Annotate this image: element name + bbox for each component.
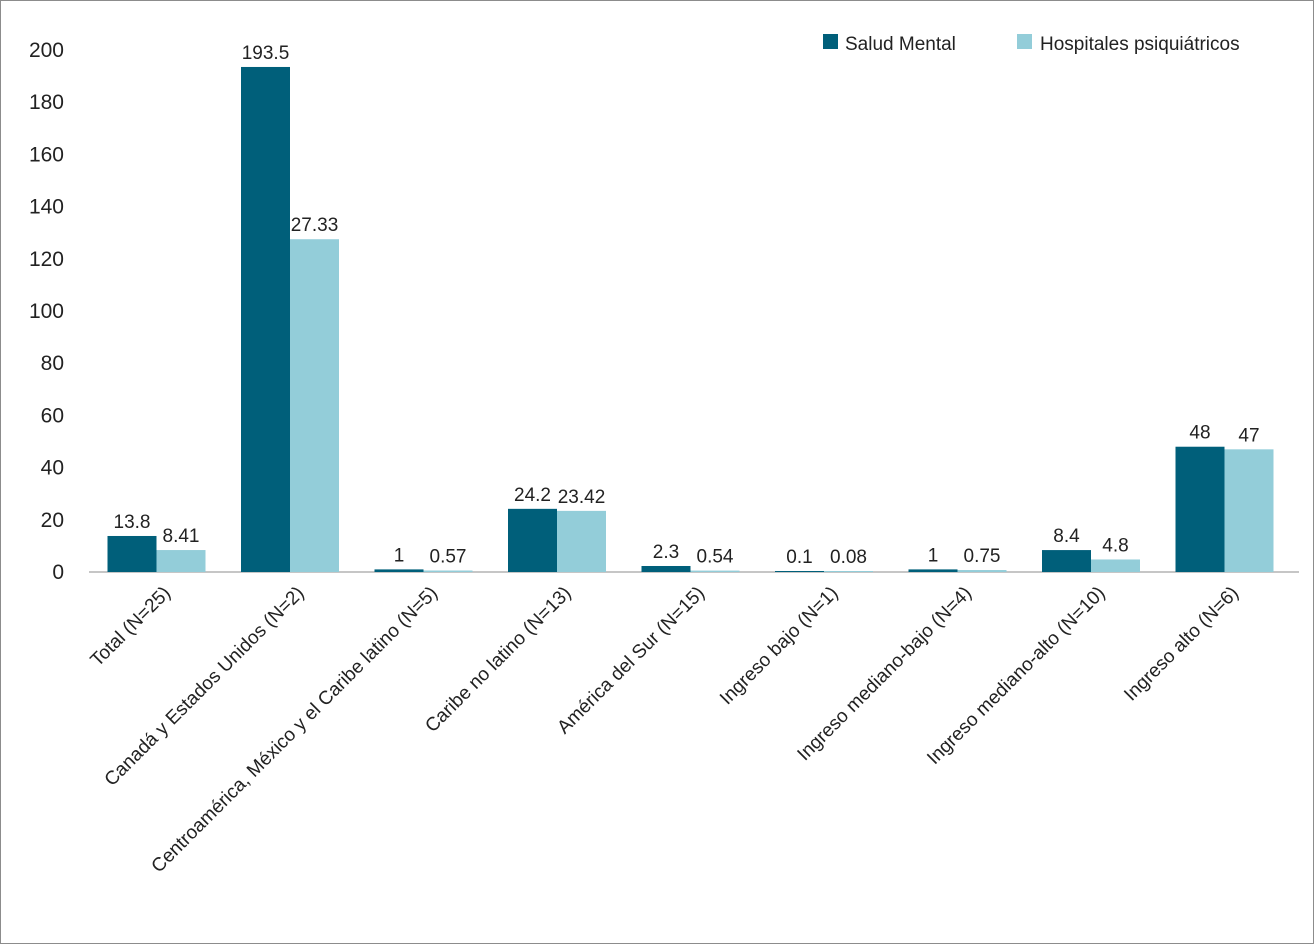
y-tick-label: 100 bbox=[29, 300, 64, 323]
data-label-hospitales-4: 0.54 bbox=[697, 547, 734, 568]
y-tick-label: 160 bbox=[29, 143, 64, 166]
y-tick-label: 120 bbox=[29, 248, 64, 271]
bar-hospitales-8 bbox=[1225, 449, 1274, 572]
category-label: Ingreso bajo (N=1) bbox=[716, 583, 843, 710]
legend: Salud Mental Hospitales psiquiátricos bbox=[823, 34, 1240, 55]
data-label-salud-mental-4: 2.3 bbox=[653, 542, 679, 563]
bar-hospitales-5 bbox=[824, 571, 873, 572]
category-label: Caribe no latino (N=13) bbox=[421, 583, 575, 737]
bar-hospitales-7 bbox=[1091, 559, 1140, 572]
data-label-hospitales-7: 4.8 bbox=[1102, 535, 1128, 556]
y-tick-label: 0 bbox=[52, 561, 64, 584]
category-label: Centroamérica, México y el Caribe latino… bbox=[148, 583, 442, 877]
bars bbox=[108, 67, 1274, 572]
data-label-salud-mental-6: 1 bbox=[928, 545, 939, 566]
data-label-hospitales-8: 47 bbox=[1238, 425, 1259, 446]
bar-salud-mental-3 bbox=[508, 509, 557, 572]
bar-salud-mental-2 bbox=[375, 569, 424, 572]
data-label-salud-mental-5: 0.1 bbox=[786, 547, 812, 568]
legend-swatch-salud-mental bbox=[823, 34, 838, 49]
data-label-hospitales-0: 8.41 bbox=[163, 526, 200, 547]
y-tick-label: 60 bbox=[41, 404, 64, 427]
bar-salud-mental-8 bbox=[1176, 447, 1225, 572]
bar-hospitales-0 bbox=[157, 550, 206, 572]
bar-salud-mental-7 bbox=[1042, 550, 1091, 572]
y-axis: 0 20 40 60 80 100 120 140 160 180 200 bbox=[29, 39, 64, 584]
category-label: Total (N=25) bbox=[87, 583, 175, 671]
bar-hospitales-2 bbox=[424, 571, 473, 572]
data-label-hospitales-1: 27.33 bbox=[291, 215, 339, 236]
category-labels: Total (N=25)Canadá y Estados Unidos (N=2… bbox=[87, 583, 1243, 877]
data-label-hospitales-3: 23.42 bbox=[558, 487, 606, 508]
legend-swatch-hospitales bbox=[1017, 34, 1032, 49]
category-label: América del Sur (N=15) bbox=[553, 583, 709, 739]
data-label-salud-mental-3: 24.2 bbox=[514, 485, 551, 506]
data-label-salud-mental-0: 13.8 bbox=[114, 512, 151, 533]
bar-salud-mental-1 bbox=[241, 67, 290, 572]
legend-label-hospitales: Hospitales psiquiátricos bbox=[1040, 34, 1240, 55]
bar-salud-mental-6 bbox=[909, 569, 958, 572]
data-label-salud-mental-2: 1 bbox=[394, 545, 405, 566]
y-tick-label: 80 bbox=[41, 352, 64, 375]
bar-salud-mental-4 bbox=[642, 566, 691, 572]
bar-hospitales-1 bbox=[290, 239, 339, 572]
bar-salud-mental-0 bbox=[108, 536, 157, 572]
y-tick-label: 140 bbox=[29, 196, 64, 219]
data-label-hospitales-6: 0.75 bbox=[964, 546, 1001, 567]
legend-label-salud-mental: Salud Mental bbox=[845, 34, 956, 55]
data-label-hospitales-5: 0.08 bbox=[830, 547, 867, 568]
data-label-salud-mental-7: 8.4 bbox=[1053, 526, 1080, 547]
data-label-salud-mental-8: 48 bbox=[1189, 423, 1210, 444]
bar-salud-mental-5 bbox=[775, 571, 824, 572]
y-tick-label: 40 bbox=[41, 457, 64, 480]
bar-hospitales-4 bbox=[691, 571, 740, 572]
data-label-salud-mental-1: 193.5 bbox=[242, 43, 290, 64]
y-tick-label: 180 bbox=[29, 91, 64, 114]
bar-hospitales-3 bbox=[557, 511, 606, 572]
bar-hospitales-6 bbox=[958, 570, 1007, 572]
y-tick-label: 20 bbox=[41, 509, 64, 532]
data-label-hospitales-2: 0.57 bbox=[430, 547, 467, 568]
y-tick-label: 200 bbox=[29, 39, 64, 62]
category-label: Ingreso alto (N=6) bbox=[1120, 583, 1243, 706]
